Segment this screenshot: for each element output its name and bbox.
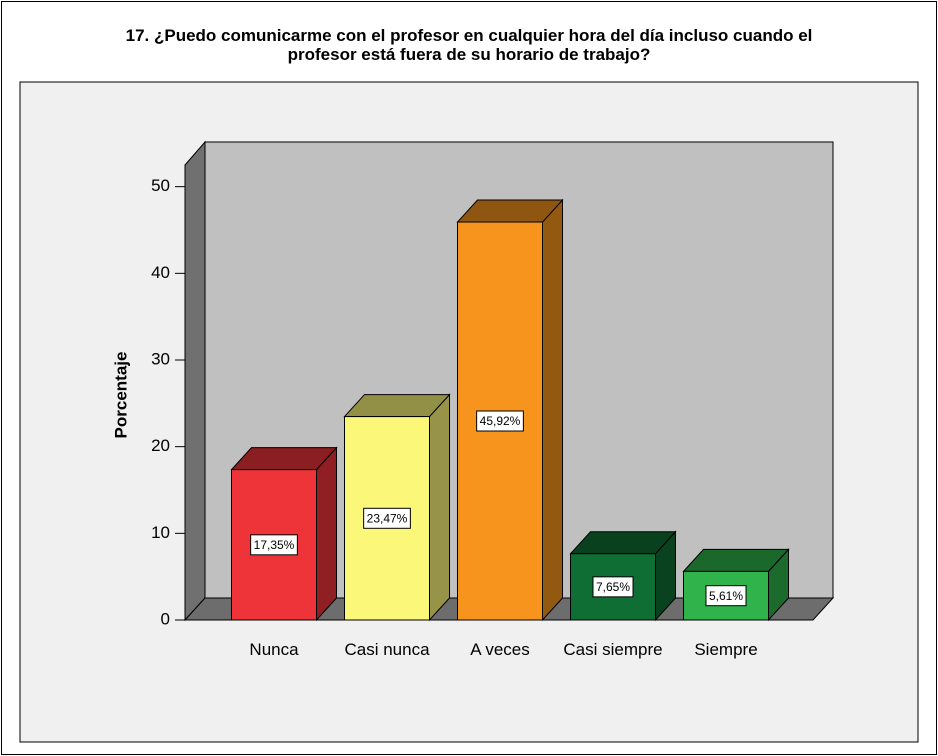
y-tick-label: 0 [161,609,170,628]
value-label: 23,47% [367,511,408,525]
x-tick-label: A veces [470,640,530,659]
value-label-box [705,585,747,607]
y-tick-label: 20 [151,436,170,455]
left-wall [184,140,206,622]
value-label-box [363,507,411,529]
value-label-box [476,410,524,432]
bar-side [316,446,337,622]
value-label-box [250,534,298,556]
y-tick-label: 40 [151,263,170,282]
y-axis-label: Porcentaje [111,352,130,439]
chart-title: 17. ¿Puedo comunicarme con el profesor e… [125,26,813,64]
value-label: 5,61% [709,589,743,603]
x-tick-label: Casi siempre [563,640,663,659]
x-tick-label: Siempre [694,640,758,659]
value-label: 7,65% [596,580,630,594]
bar-side [542,198,563,622]
x-tick-label: Casi nunca [344,640,430,659]
value-label-box [592,576,634,598]
bar-side [429,393,450,622]
value-label: 45,92% [480,414,521,428]
y-tick-label: 30 [151,349,170,368]
x-tick-label: Nunca [249,640,299,659]
y-tick-label: 50 [151,176,170,195]
y-tick-label: 10 [151,523,170,542]
value-label: 17,35% [254,538,295,552]
